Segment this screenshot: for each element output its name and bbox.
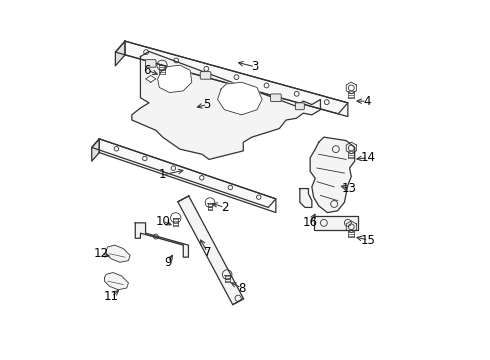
Polygon shape (99, 139, 276, 212)
Text: 15: 15 (361, 234, 376, 247)
Text: 1: 1 (159, 168, 167, 181)
Text: 2: 2 (220, 201, 228, 214)
Polygon shape (92, 139, 276, 207)
Text: 8: 8 (238, 282, 245, 294)
Text: 10: 10 (155, 215, 170, 228)
Text: 11: 11 (104, 290, 119, 303)
Polygon shape (146, 76, 156, 82)
Polygon shape (125, 41, 348, 117)
FancyBboxPatch shape (295, 103, 304, 110)
Text: 14: 14 (361, 151, 376, 164)
Text: 9: 9 (164, 256, 171, 269)
Polygon shape (314, 216, 358, 230)
Text: 16: 16 (303, 216, 318, 229)
Polygon shape (158, 65, 192, 93)
Polygon shape (104, 273, 128, 290)
Polygon shape (135, 223, 189, 257)
Text: 6: 6 (144, 64, 151, 77)
Polygon shape (178, 196, 244, 305)
Text: 7: 7 (203, 246, 211, 258)
Polygon shape (116, 41, 348, 114)
Text: 13: 13 (342, 182, 357, 195)
Polygon shape (116, 41, 125, 66)
Polygon shape (218, 82, 262, 115)
FancyBboxPatch shape (146, 60, 156, 67)
Text: 5: 5 (204, 98, 211, 111)
Polygon shape (300, 189, 312, 207)
Polygon shape (310, 137, 355, 212)
Polygon shape (92, 139, 99, 161)
Polygon shape (132, 51, 320, 159)
Polygon shape (106, 245, 130, 262)
FancyBboxPatch shape (270, 94, 281, 102)
FancyBboxPatch shape (200, 72, 211, 79)
Text: 12: 12 (94, 247, 108, 260)
Text: 4: 4 (363, 95, 370, 108)
Text: 3: 3 (251, 60, 259, 73)
